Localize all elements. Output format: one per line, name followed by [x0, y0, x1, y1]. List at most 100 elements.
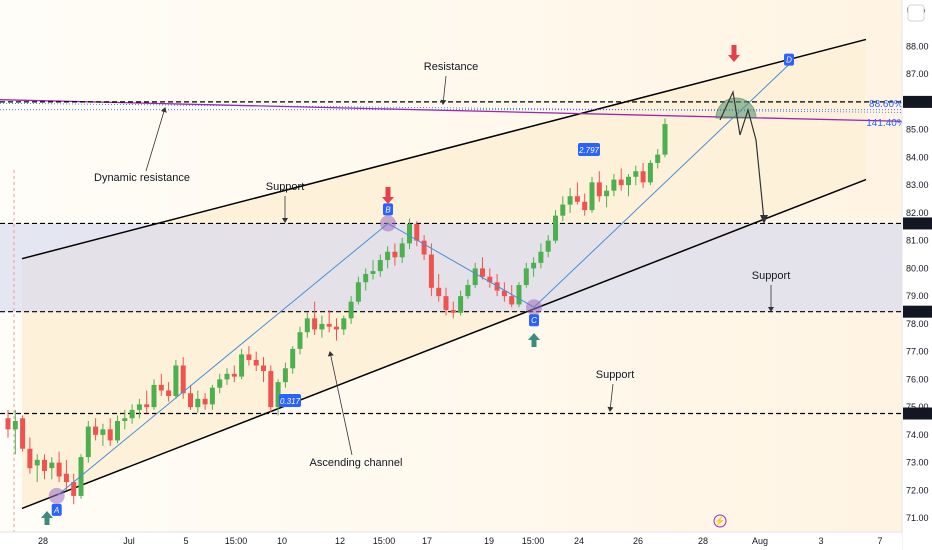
- candle: [297, 326, 303, 355]
- candle-body: [363, 273, 369, 283]
- buy-arrow-a-icon: [41, 511, 53, 518]
- candle: [516, 282, 522, 308]
- candle: [377, 254, 383, 277]
- candle-body: [443, 296, 449, 311]
- candle-body: [377, 260, 383, 272]
- candle-body: [173, 365, 179, 397]
- resistance-pointer: [442, 75, 447, 105]
- candle: [626, 174, 631, 197]
- candle-body: [662, 124, 668, 155]
- candle-body: [34, 459, 40, 466]
- candle-body: [407, 223, 412, 244]
- candle-body: [501, 290, 507, 297]
- candle-body: [553, 215, 558, 241]
- dynamic-resistance-pointer-head: [160, 107, 167, 113]
- ascending-channel-pointer: [329, 351, 353, 456]
- candle: [282, 362, 288, 388]
- candle: [173, 359, 179, 399]
- time-tick-label: Jul: [123, 536, 135, 546]
- level-price-tag-text-3: 74.77: [906, 409, 929, 419]
- buy-arrow-a-icon-shaft: [44, 517, 50, 525]
- candle: [239, 348, 245, 380]
- candle-body: [100, 429, 106, 435]
- support-top-pointer-head: [282, 218, 288, 223]
- candle-body: [385, 251, 391, 261]
- level-price-tag-0: [903, 95, 932, 108]
- time-tick-label: 28: [698, 536, 708, 546]
- candle-body: [42, 459, 47, 471]
- time-tick-label: 24: [574, 536, 584, 546]
- channel-lower-line: [21, 178, 867, 510]
- candle-body: [655, 154, 661, 163]
- candle: [202, 393, 208, 410]
- candle: [334, 318, 339, 341]
- candle: [567, 187, 573, 213]
- candle-body: [450, 310, 456, 313]
- candle: [574, 182, 580, 205]
- candle: [158, 373, 164, 397]
- fib-dotted-line-1: [0, 102, 903, 113]
- candle-body: [355, 282, 361, 302]
- price-tick-label: 73.00: [906, 458, 929, 468]
- candle: [290, 346, 296, 374]
- candle-body: [166, 390, 172, 397]
- candle-body: [567, 196, 573, 205]
- time-tick-label: 12: [335, 536, 345, 546]
- candle: [188, 384, 193, 410]
- candle-body: [626, 176, 631, 186]
- candle: [582, 193, 588, 216]
- channel-upper-line: [21, 38, 867, 260]
- ratio-bc-badge-text: 2.797: [578, 146, 600, 155]
- candle-body: [538, 251, 544, 263]
- time-tick-label: 10: [277, 536, 287, 546]
- price-tick-label: 85.00: [906, 125, 929, 135]
- support-bottom-label: Support: [596, 369, 635, 381]
- candle-body: [370, 271, 376, 274]
- candle-body: [27, 448, 33, 469]
- candle-body: [49, 462, 55, 469]
- candle-body: [647, 162, 653, 183]
- candle: [304, 312, 310, 338]
- time-tick-label: 19: [484, 536, 494, 546]
- candle: [392, 243, 398, 266]
- candle-body: [465, 285, 471, 297]
- candle: [63, 459, 69, 491]
- candle: [246, 346, 252, 366]
- candle-body: [188, 393, 193, 408]
- candle: [107, 418, 113, 446]
- ratio-ab-badge: [279, 394, 301, 407]
- candle: [224, 368, 230, 385]
- ratio-ab-badge-text: 0.317: [280, 397, 301, 406]
- candle-body: [421, 240, 427, 255]
- candle-body: [516, 285, 522, 305]
- point-a-badge: [51, 503, 62, 516]
- candle: [480, 257, 485, 280]
- candle: [319, 315, 325, 338]
- candle-body: [180, 365, 186, 394]
- candle: [56, 451, 62, 483]
- candle-body: [107, 429, 113, 441]
- price-tick-label: 75.00: [906, 402, 929, 412]
- candle-body: [158, 384, 164, 391]
- candle-body: [509, 296, 515, 305]
- candle-body: [115, 421, 120, 441]
- point-c-badge: [529, 314, 539, 327]
- candle-body: [20, 418, 26, 449]
- candle: [545, 235, 551, 258]
- annotations-layer: 2.797 0.317 Resistance Dynamic resistance Su…: [41, 45, 906, 528]
- time-tick-label: 7: [877, 536, 882, 546]
- candle: [363, 268, 369, 291]
- candle-body: [574, 196, 580, 202]
- support-right-pointer-head: [768, 307, 774, 312]
- candle: [633, 165, 639, 186]
- point-b-badge: [383, 203, 393, 216]
- point-c-badge-label: C: [531, 316, 537, 325]
- time-axis-background: [0, 532, 902, 550]
- candle: [49, 457, 55, 480]
- candle: [151, 379, 157, 410]
- projection-path: [719, 89, 765, 221]
- candle-body: [239, 354, 245, 377]
